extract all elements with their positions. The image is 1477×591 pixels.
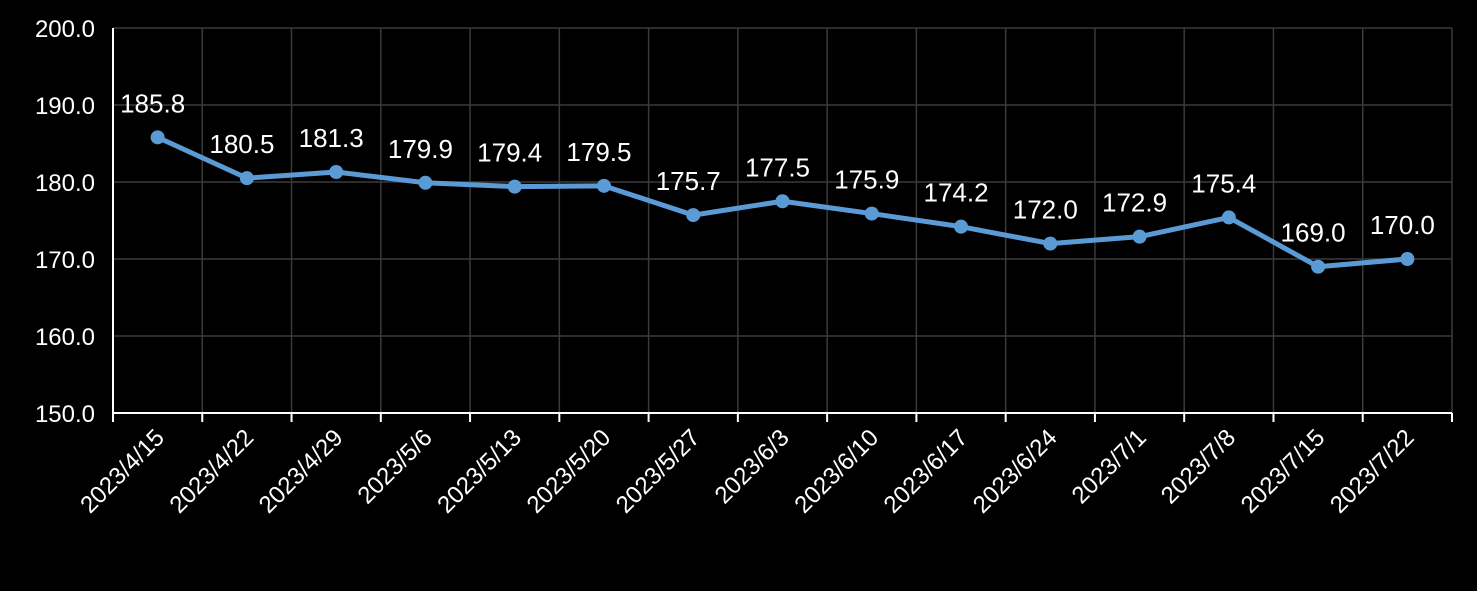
data-point	[596, 178, 611, 193]
data-label: 179.9	[388, 134, 453, 164]
y-tick-label: 160.0	[35, 324, 95, 351]
x-tick-label: 2023/7/1	[1067, 424, 1152, 509]
data-label: 181.3	[299, 123, 364, 153]
data-point	[686, 208, 701, 223]
x-tick-label: 2023/7/22	[1325, 424, 1420, 519]
x-tick-label: 2023/7/15	[1236, 424, 1331, 519]
data-label: 172.0	[1013, 195, 1078, 225]
x-tick-label: 2023/4/15	[75, 424, 170, 519]
series	[150, 130, 1415, 274]
data-label: 175.9	[834, 165, 899, 195]
data-label: 177.5	[745, 152, 810, 182]
data-label: 172.9	[1102, 188, 1167, 218]
x-tick-label: 2023/6/17	[879, 424, 974, 519]
data-point	[418, 175, 433, 190]
data-label: 179.4	[477, 138, 542, 168]
x-tick-label: 2023/6/3	[710, 424, 795, 509]
x-tick-label: 2023/5/27	[611, 424, 706, 519]
y-tick-label: 150.0	[35, 401, 95, 428]
data-point	[239, 171, 254, 186]
data-point	[1132, 229, 1147, 244]
x-tick-label: 2023/4/22	[165, 424, 260, 519]
grid-lines	[113, 27, 1453, 413]
x-tick-label: 2023/4/29	[254, 424, 349, 519]
x-tick-label: 2023/5/6	[353, 424, 438, 509]
axes	[112, 28, 1453, 422]
y-tick-label: 180.0	[35, 170, 95, 197]
data-label: 175.7	[656, 166, 721, 196]
data-point	[954, 219, 969, 234]
data-label: 175.4	[1191, 168, 1256, 198]
data-point	[150, 130, 165, 145]
data-point	[1311, 259, 1326, 274]
data-point	[329, 164, 344, 179]
y-tick-label: 170.0	[35, 247, 95, 274]
data-labels: 185.8 180.5 181.3 179.9 179.4 179.5 175.7 177.5…	[120, 88, 1435, 247]
y-axis-tick-labels: 150.0 160.0 170.0 180.0 190.0 200.0	[35, 16, 95, 428]
x-tick-label: 2023/5/20	[522, 424, 617, 519]
x-tick-label: 2023/5/13	[432, 424, 527, 519]
data-label: 170.0	[1370, 210, 1435, 240]
data-label: 179.5	[566, 137, 631, 167]
data-point	[1221, 210, 1236, 225]
data-point	[864, 206, 879, 221]
data-point	[775, 194, 790, 209]
data-point	[507, 179, 522, 194]
data-point	[1043, 236, 1058, 251]
x-tick-label: 2023/7/8	[1156, 424, 1241, 509]
data-label: 185.8	[120, 88, 185, 118]
data-label: 180.5	[209, 129, 274, 159]
data-label: 174.2	[923, 178, 988, 208]
y-tick-label: 190.0	[35, 93, 95, 120]
data-label: 169.0	[1281, 218, 1346, 248]
x-tick-label: 2023/6/10	[789, 424, 884, 519]
data-point	[1400, 252, 1415, 266]
y-tick-label: 200.0	[35, 16, 95, 43]
x-tick-label: 2023/6/24	[968, 424, 1063, 519]
